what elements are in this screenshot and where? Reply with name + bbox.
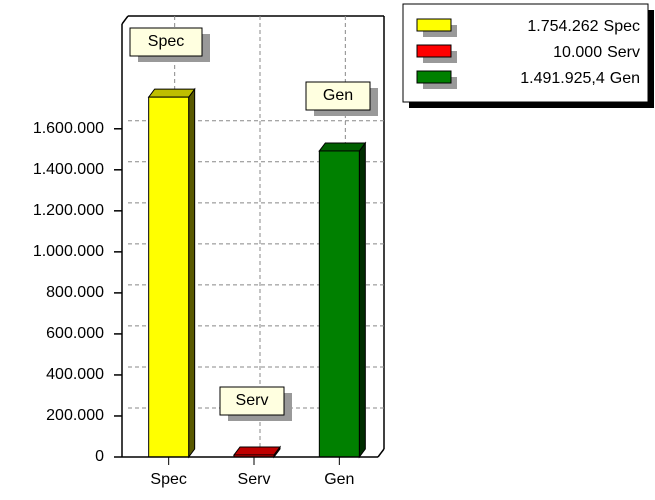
x-tick-label: Gen: [324, 471, 354, 488]
bar-top: [318, 142, 367, 152]
data-label-box: [219, 386, 285, 416]
legend-name: Gen: [610, 70, 640, 87]
y-tick-label: 600.000: [46, 325, 104, 342]
x-tick-label: Serv: [238, 471, 271, 488]
data-label: Gen: [323, 87, 353, 104]
legend-name: Serv: [607, 44, 640, 61]
bar: [318, 150, 360, 458]
floor-corner: [377, 448, 385, 458]
data-label: Serv: [236, 392, 269, 409]
legend-label: 1.754.262 Spec: [527, 18, 640, 35]
y-tick-label: 1.600.000: [33, 120, 104, 137]
back-wall: [121, 15, 385, 458]
data-label-box: [305, 81, 371, 111]
legend-value: 1.754.262: [527, 18, 598, 35]
legend-label: 1.491.925,4 Gen: [520, 70, 640, 87]
legend-name: Spec: [604, 18, 640, 35]
bar-side: [358, 141, 366, 459]
y-tick-label: 200.000: [46, 407, 104, 424]
legend-swatch: [416, 44, 452, 58]
axes: [121, 24, 378, 458]
legend-swatch: [416, 70, 452, 84]
data-label-box: [129, 27, 203, 57]
bar: [148, 96, 190, 458]
legend-value: 10.000: [553, 44, 602, 61]
y-tick-label: 1.000.000: [33, 243, 104, 260]
y-tick-label: 1.200.000: [33, 202, 104, 219]
legend-value: 1.491.925,4: [520, 70, 605, 87]
bar-top: [147, 88, 196, 98]
y-tick-label: 0: [95, 448, 104, 465]
legend-swatch: [416, 18, 452, 32]
axis-corner: [121, 15, 129, 25]
y-tick-label: 1.400.000: [33, 161, 104, 178]
x-tick-label: Spec: [150, 471, 186, 488]
y-tick-label: 800.000: [46, 284, 104, 301]
bar-top: [233, 446, 281, 456]
data-label: Spec: [148, 33, 184, 50]
y-tick-label: 400.000: [46, 366, 104, 383]
bar-side: [188, 87, 196, 459]
legend-label: 10.000 Serv: [553, 44, 640, 61]
